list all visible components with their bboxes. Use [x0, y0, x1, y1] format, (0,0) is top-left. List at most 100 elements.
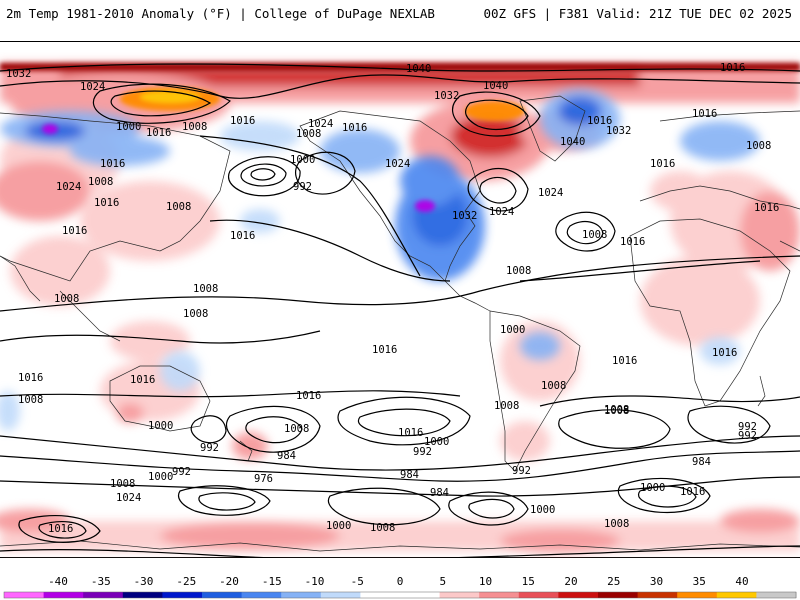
isobar-label: 1016	[230, 230, 255, 242]
legend-color-swatch	[162, 592, 203, 598]
isobar-label: 1000	[116, 121, 141, 133]
isobar-label: 1032	[452, 210, 477, 222]
legend-tick-labels: -40 -35 -30 -25 -20 -15 -10 -5 0 5 10 15 20 25 30 35 40	[48, 575, 749, 588]
legend-color-swatch	[241, 592, 282, 598]
legend-tick-label: -30	[134, 575, 154, 588]
isobar-label: 1008	[18, 394, 43, 406]
isobar-label: 992	[172, 466, 191, 478]
isobar-label: 1024	[538, 187, 563, 199]
legend-color-swatch	[281, 592, 322, 598]
isobar-label: 1016	[372, 344, 397, 356]
legend-tick-label: 40	[735, 575, 748, 588]
legend-color-swatch	[4, 592, 45, 598]
legend-color-swatch	[558, 592, 599, 598]
isobar-label: 992	[738, 430, 757, 442]
legend-tick-label: -5	[351, 575, 364, 588]
anomaly-map: 1032 1024 1040 1040 1032 1016 1000 1016 …	[0, 41, 800, 558]
isobar-label: 1000	[640, 482, 665, 494]
isobar-label: 1000	[530, 504, 555, 516]
legend-color-swatch	[677, 592, 718, 598]
isobar-label: 1016	[94, 197, 119, 209]
legend-color-swatch	[518, 592, 559, 598]
isobar-label: 1008	[183, 308, 208, 320]
isobar-label: 984	[692, 456, 711, 468]
isobar-label: 1032	[434, 90, 459, 102]
isobar-label: 992	[200, 442, 219, 454]
isobar-label: 1016	[754, 202, 779, 214]
legend-color-swatch	[439, 592, 480, 598]
coastlines	[0, 95, 800, 552]
legend-color-swatch	[400, 592, 441, 598]
isobar-label: 1008	[604, 518, 629, 530]
isobar-label: 1008	[193, 283, 218, 295]
isobar-label: 1040	[483, 80, 508, 92]
isobar-label: 1024	[308, 118, 333, 130]
isobar-label: 1016	[712, 347, 737, 359]
isobar-label: 1024	[489, 206, 514, 218]
legend-tick-label: 20	[564, 575, 577, 588]
isobar-label: 1008	[88, 176, 113, 188]
legend-color-swatch	[360, 592, 401, 598]
isobar-label: 1008	[370, 522, 395, 534]
isobar-labels: 1032 1024 1040 1040 1032 1016 1000 1016 …	[6, 62, 779, 535]
isobar-label: 992	[512, 465, 531, 477]
isobar-label: 1016	[680, 486, 705, 498]
isobar-label: 1032	[6, 68, 31, 80]
isobar-label: 1016	[100, 158, 125, 170]
isobar-label: 1000	[148, 471, 173, 483]
isobar-label: 1040	[406, 63, 431, 75]
legend-tick-label: -25	[176, 575, 196, 588]
isobar-label: 1008	[541, 380, 566, 392]
isobar-label: 984	[400, 469, 419, 481]
isobar-label: 1000	[500, 324, 525, 336]
legend-tick-label: -10	[305, 575, 325, 588]
legend-tick-label: -35	[91, 575, 111, 588]
legend-tick-label: -40	[48, 575, 68, 588]
legend-color-swatch	[122, 592, 163, 598]
isobar-label: 1016	[130, 374, 155, 386]
legend-tick-label: 5	[439, 575, 446, 588]
isobar-label: 1008	[54, 293, 79, 305]
isobar-label: 984	[430, 487, 449, 499]
isobar-label: 1024	[385, 158, 410, 170]
isobar-label: 1016	[587, 115, 612, 127]
isobar-label: 1016	[18, 372, 43, 384]
isobar-label: 992	[413, 446, 432, 458]
legend-tick-label: 10	[479, 575, 492, 588]
isobar-label: 1000	[148, 420, 173, 432]
isobar-label: 1000	[326, 520, 351, 532]
isobar-label: 1008	[296, 128, 321, 140]
isobar-label: 1016	[62, 225, 87, 237]
isobar-label: 1008	[284, 423, 309, 435]
isobar-label: 1024	[80, 81, 105, 93]
isobar-label: 1008	[582, 229, 607, 241]
isobar-label: 1016	[650, 158, 675, 170]
legend-color-swatch	[43, 592, 84, 598]
legend-tick-label: -15	[262, 575, 282, 588]
isobar-label: 992	[293, 181, 312, 193]
isobar-label: 1016	[692, 108, 717, 120]
isobar-label: 1008	[110, 478, 135, 490]
isobar-label: 1008	[604, 405, 629, 417]
isobar-label: 1016	[146, 127, 171, 139]
isobar-label: 1016	[398, 427, 423, 439]
legend-color-swatch	[598, 592, 639, 598]
legend-tick-label: 25	[607, 575, 620, 588]
legend-color-swatch	[637, 592, 678, 598]
isobar-label: 1008	[494, 400, 519, 412]
color-scale-legend: -40 -35 -30 -25 -20 -15 -10 -5 0 5 10 15 20 25 30 35 40	[3, 575, 797, 599]
isobar-label: 1024	[56, 181, 81, 193]
legend-tick-label: 0	[397, 575, 404, 588]
isobar-label: 1008	[166, 201, 191, 213]
isobar-label: 1008	[182, 121, 207, 133]
legend-tick-label: 35	[693, 575, 706, 588]
isobar-label: 1032	[606, 125, 631, 137]
legend-color-swatch	[716, 592, 757, 598]
isobar-label: 1016	[620, 236, 645, 248]
model-run-info: 00Z GFS | F381 Valid: 21Z TUE DEC 02 202…	[483, 6, 792, 21]
isobar-label: 1016	[342, 122, 367, 134]
legend-color-swatch	[202, 592, 243, 598]
isobar-label: 1016	[230, 115, 255, 127]
legend-tick-label: 30	[650, 575, 663, 588]
legend-color-swatch	[83, 592, 124, 598]
